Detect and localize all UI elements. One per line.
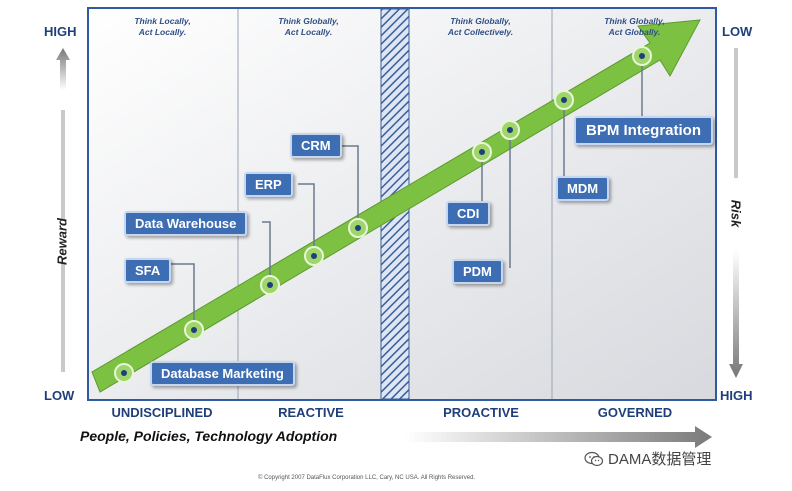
wechat-icon	[584, 451, 604, 466]
milestone-node	[500, 120, 520, 140]
reward-axis-line	[61, 110, 65, 220]
milestone-box: SFA	[124, 258, 172, 283]
risk-high-label: HIGH	[720, 388, 753, 403]
stage-label: GOVERNED	[597, 405, 673, 420]
milestone-node	[114, 363, 134, 383]
x-axis-label: People, Policies, Technology Adoption	[80, 428, 338, 444]
stage-motto: Think Globally, Act Locally.	[278, 16, 339, 37]
milestone-node	[472, 142, 492, 162]
risk-axis-line	[734, 48, 738, 178]
milestone-box: ERP	[244, 172, 293, 197]
milestone-box: CDI	[446, 201, 491, 226]
reward-axis-line	[61, 262, 65, 372]
milestone-box: Data Warehouse	[124, 211, 248, 236]
connector-line	[298, 183, 315, 254]
milestone-node	[348, 218, 368, 238]
risk-down-arrow	[729, 250, 743, 378]
stage-motto: Think Locally, Act Locally.	[134, 16, 191, 37]
milestone-node	[260, 275, 280, 295]
risk-low-label: LOW	[722, 24, 753, 39]
risk-axis-label: Risk	[728, 199, 744, 228]
copyright-text: © Copyright 2007 DataFlux Corporation LL…	[258, 475, 476, 481]
milestone-nodes	[114, 46, 652, 383]
reward-low-label: LOW	[44, 388, 75, 403]
watermark-text: DAMA数据管理	[608, 451, 712, 468]
milestone-box: MDM	[556, 176, 610, 201]
connector-line	[342, 145, 359, 226]
stage-motto: Think Globally, Act Collectively.	[447, 16, 514, 37]
reward-up-arrow	[56, 48, 70, 90]
reward-high-label: HIGH	[44, 24, 77, 39]
milestone-node	[304, 246, 324, 266]
connector-line	[262, 221, 271, 284]
milestone-box: CRM	[290, 133, 342, 158]
milestone-box: BPM Integration	[574, 116, 713, 145]
stage-label: UNDISCIPLINED	[111, 405, 213, 420]
reward-axis-label: Reward	[54, 218, 70, 265]
stage-label: PROACTIVE	[443, 405, 519, 420]
stage-motto: Think Globally, Act Globally.	[604, 16, 665, 37]
connector-line	[162, 263, 195, 326]
milestone-box: PDM	[452, 259, 503, 284]
milestone-node	[554, 90, 574, 110]
milestone-box: Database Marketing	[150, 361, 295, 386]
milestone-node	[184, 320, 204, 340]
watermark: DAMA数据管理	[584, 448, 711, 469]
stage-label: REACTIVE	[278, 405, 344, 420]
adoption-arrow	[405, 426, 712, 448]
milestone-node	[632, 46, 652, 66]
